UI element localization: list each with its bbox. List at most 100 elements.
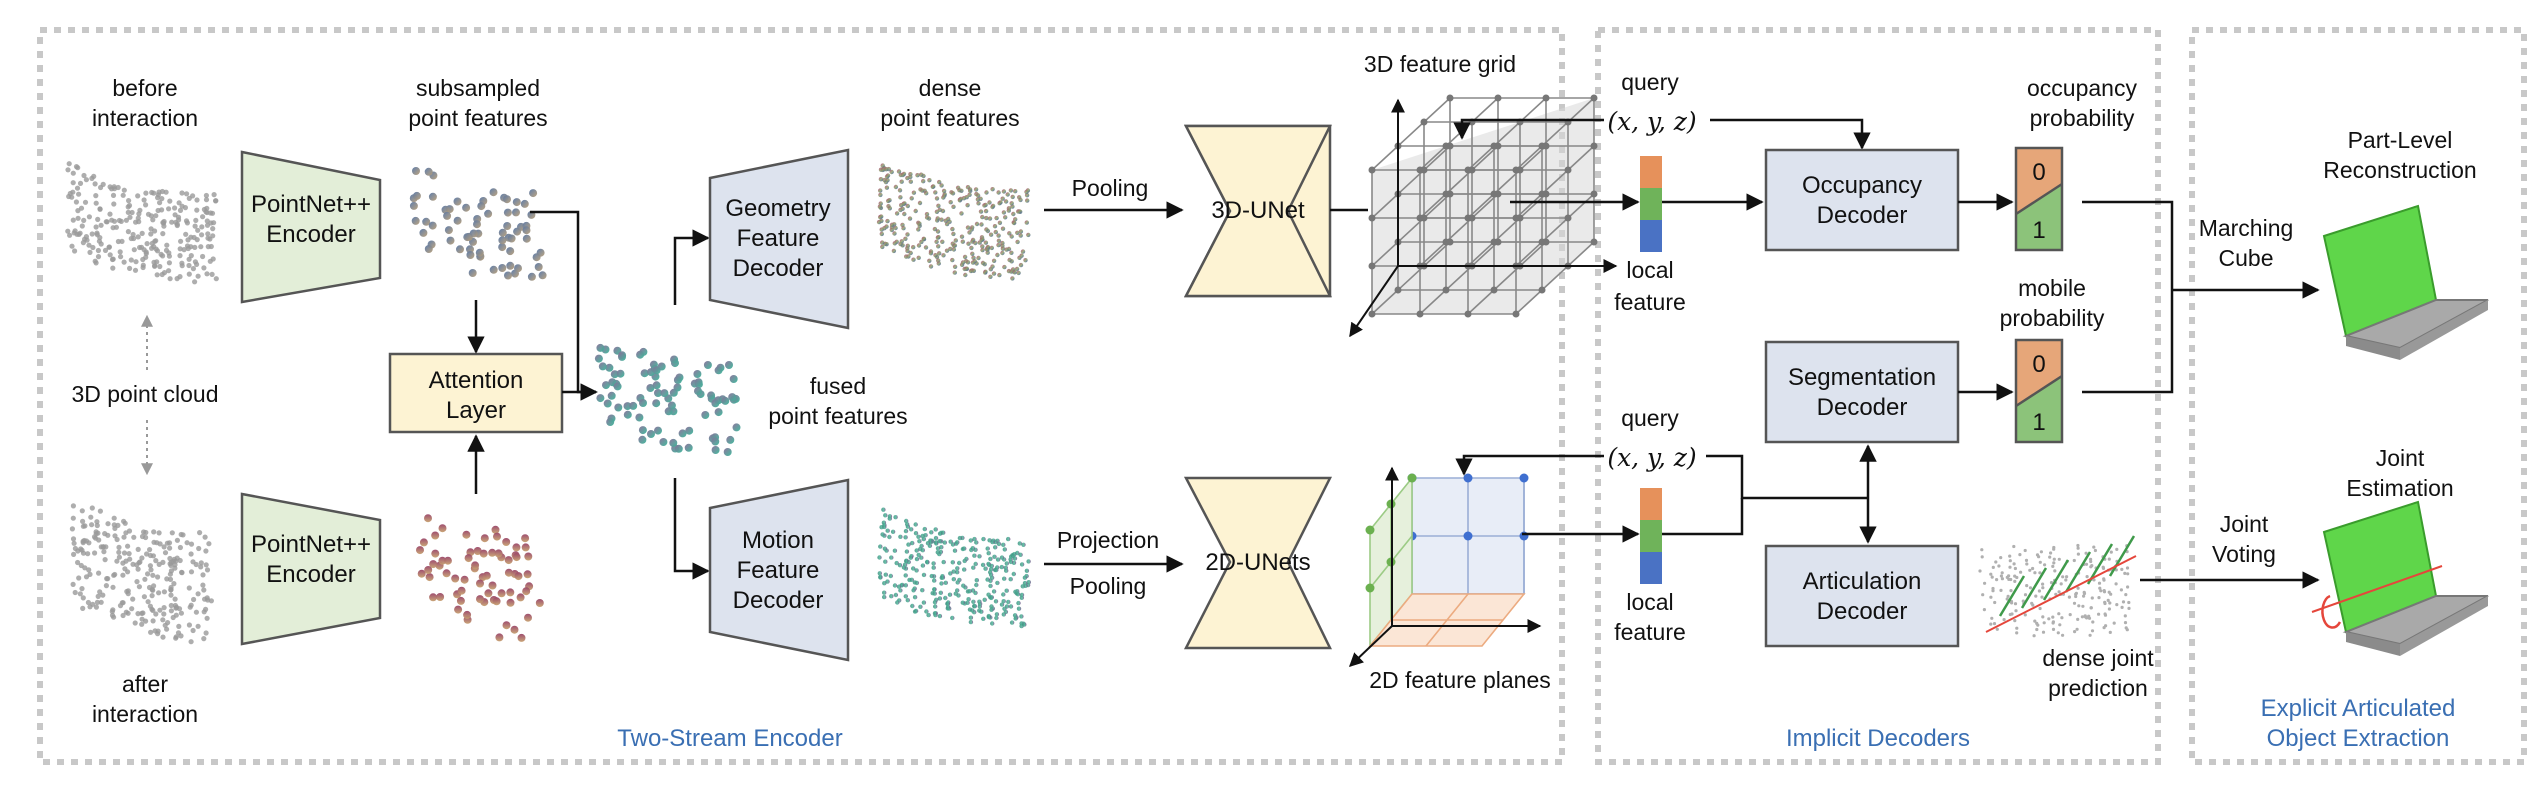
after-interaction-label-2: interaction xyxy=(92,701,198,727)
query-top-label: query xyxy=(1621,69,1679,95)
point-cloud-after-image xyxy=(69,503,214,645)
pooling-bottom-label: Pooling xyxy=(1070,573,1147,599)
articulation-decoder-label-1: Articulation xyxy=(1803,568,1922,595)
articulation-decoder-label-2: Decoder xyxy=(1817,598,1908,625)
merge-lines-probabilities xyxy=(2082,200,2174,394)
motion-label-3: Decoder xyxy=(733,587,824,614)
articulation-decoder-box xyxy=(1764,544,1960,648)
point-cloud-before-image xyxy=(65,161,219,285)
query-bottom-label: query xyxy=(1621,405,1679,431)
feature-planes-2d xyxy=(1348,466,1542,667)
pointnet-top-label-2: Encoder xyxy=(266,221,355,248)
laptop-reconstruction-image xyxy=(2322,204,2489,360)
unet-2d-label: 2D-UNets xyxy=(1205,549,1310,576)
subsampled-label-2: point features xyxy=(408,105,547,131)
mobile-prob-label-1: mobile xyxy=(2018,275,2086,301)
occupancy-prob-orange xyxy=(2016,148,2062,214)
segmentation-decoder-label-1: Segmentation xyxy=(1788,364,1936,391)
joint-estimation-label-1: Joint xyxy=(2376,445,2425,471)
occupancy-prob-1: 1 xyxy=(2032,217,2045,244)
pointnet-encoder-top xyxy=(240,150,382,304)
arrow-fused-to-motion xyxy=(673,478,710,580)
pointnet-encoder-bottom xyxy=(240,492,382,646)
local-feature-top-label-2: feature xyxy=(1614,289,1686,315)
xyz-bottom-label: (x, y, z) xyxy=(1607,443,1696,472)
line-query-bottom xyxy=(1706,454,1868,500)
motion-label-2: Feature xyxy=(737,557,820,584)
local-feature-bottom-blue xyxy=(1640,552,1662,584)
segmentation-decoder-label-2: Decoder xyxy=(1817,394,1908,421)
local-feature-bottom-green xyxy=(1640,520,1662,552)
segmentation-decoder-box xyxy=(1764,340,1960,444)
dense-joint-label-1: dense joint xyxy=(2042,645,2154,671)
motion-feature-decoder xyxy=(708,478,850,662)
attention-label-1: Attention xyxy=(429,367,524,394)
dense-features-top-image xyxy=(876,163,1031,281)
before-interaction-label-2: interaction xyxy=(92,105,198,131)
dense-label-2: point features xyxy=(880,105,1019,131)
occupancy-prob-label-2: probability xyxy=(2030,105,2135,131)
dense-label-1: dense xyxy=(919,75,982,101)
mobile-prob-divider xyxy=(2015,374,2063,408)
fused-label-1: fused xyxy=(810,373,866,399)
dense-joint-label-2: prediction xyxy=(2048,675,2148,701)
joint-estimation-label-2: Estimation xyxy=(2346,475,2453,501)
point-cloud-label: 3D point cloud xyxy=(71,381,218,407)
part-level-label-2: Reconstruction xyxy=(2323,157,2476,183)
dense-joint-prediction-image xyxy=(1978,535,2137,638)
extraction-section-label-line2: Object Extraction xyxy=(2267,725,2450,752)
unet-2d-hourglass xyxy=(1183,476,1333,650)
decoders-section-frame xyxy=(1595,27,2161,765)
attention-layer-box xyxy=(388,352,564,434)
projection-label: Projection xyxy=(1057,527,1159,553)
rotation-arrow-icon xyxy=(2321,594,2342,629)
local-feature-bottom-label-2: feature xyxy=(1614,619,1686,645)
geometry-label-2: Feature xyxy=(737,225,820,252)
dense-features-bottom-image xyxy=(877,507,1032,629)
laptop-joint-estimation-image xyxy=(2311,500,2489,656)
unet-3d-hourglass xyxy=(1183,124,1333,298)
planes-2d-label: 2D feature planes xyxy=(1369,667,1551,693)
geometry-label-3: Decoder xyxy=(733,255,824,282)
fused-features-image xyxy=(594,343,741,456)
pooling-top-label: Pooling xyxy=(1072,175,1149,201)
local-feature-bottom-label-1: local xyxy=(1626,589,1673,615)
marching-label-1: Marching xyxy=(2199,215,2294,241)
feature-grid-3d xyxy=(1349,94,1618,338)
unet-3d-label: 3D-UNet xyxy=(1211,197,1305,224)
joint-voting-label-2: Voting xyxy=(2212,541,2276,567)
grid-3d-label: 3D feature grid xyxy=(1364,51,1516,77)
pointnet-top-label-1: PointNet++ xyxy=(251,191,371,218)
local-feature-top-label-1: local xyxy=(1626,257,1673,283)
before-interaction-label-1: before xyxy=(112,75,177,101)
extraction-section-label-line1: Explicit Articulated xyxy=(2261,695,2456,722)
occupancy-decoder-label-1: Occupancy xyxy=(1802,172,1922,199)
joint-voting-label-1: Joint xyxy=(2220,511,2269,537)
occupancy-prob-frame xyxy=(2014,146,2064,252)
occupancy-prob-0: 0 xyxy=(2032,159,2045,186)
geometry-feature-decoder xyxy=(708,148,850,330)
subsampled-features-top-image xyxy=(409,167,547,281)
local-feature-bottom-orange xyxy=(1640,488,1662,520)
pointnet-bottom-label-1: PointNet++ xyxy=(251,531,371,558)
mobile-prob-green xyxy=(2016,376,2062,442)
line-local-bottom-to-decoders xyxy=(1662,498,1744,536)
decoders-section-label: Implicit Decoders xyxy=(1786,725,1970,752)
occupancy-prob-divider xyxy=(2015,182,2063,216)
encoder-section-label: Two-Stream Encoder xyxy=(617,725,842,752)
occupancy-prob-label-1: occupancy xyxy=(2027,75,2137,101)
local-feature-top-green xyxy=(1640,188,1662,220)
occupancy-decoder-box xyxy=(1764,148,1960,252)
mobile-prob-1: 1 xyxy=(2032,409,2045,436)
arrow-fused-to-geometry xyxy=(673,229,710,305)
marching-label-2: Cube xyxy=(2219,245,2274,271)
mobile-prob-label-2: probability xyxy=(2000,305,2105,331)
occupancy-prob-green xyxy=(2016,184,2062,250)
after-interaction-label-1: after xyxy=(122,671,168,697)
encoder-section-frame xyxy=(37,27,1565,765)
arrow-query-to-planes xyxy=(1455,454,1604,476)
pointnet-bottom-label-2: Encoder xyxy=(266,561,355,588)
arrow-query-to-occupancy xyxy=(1710,118,1871,150)
